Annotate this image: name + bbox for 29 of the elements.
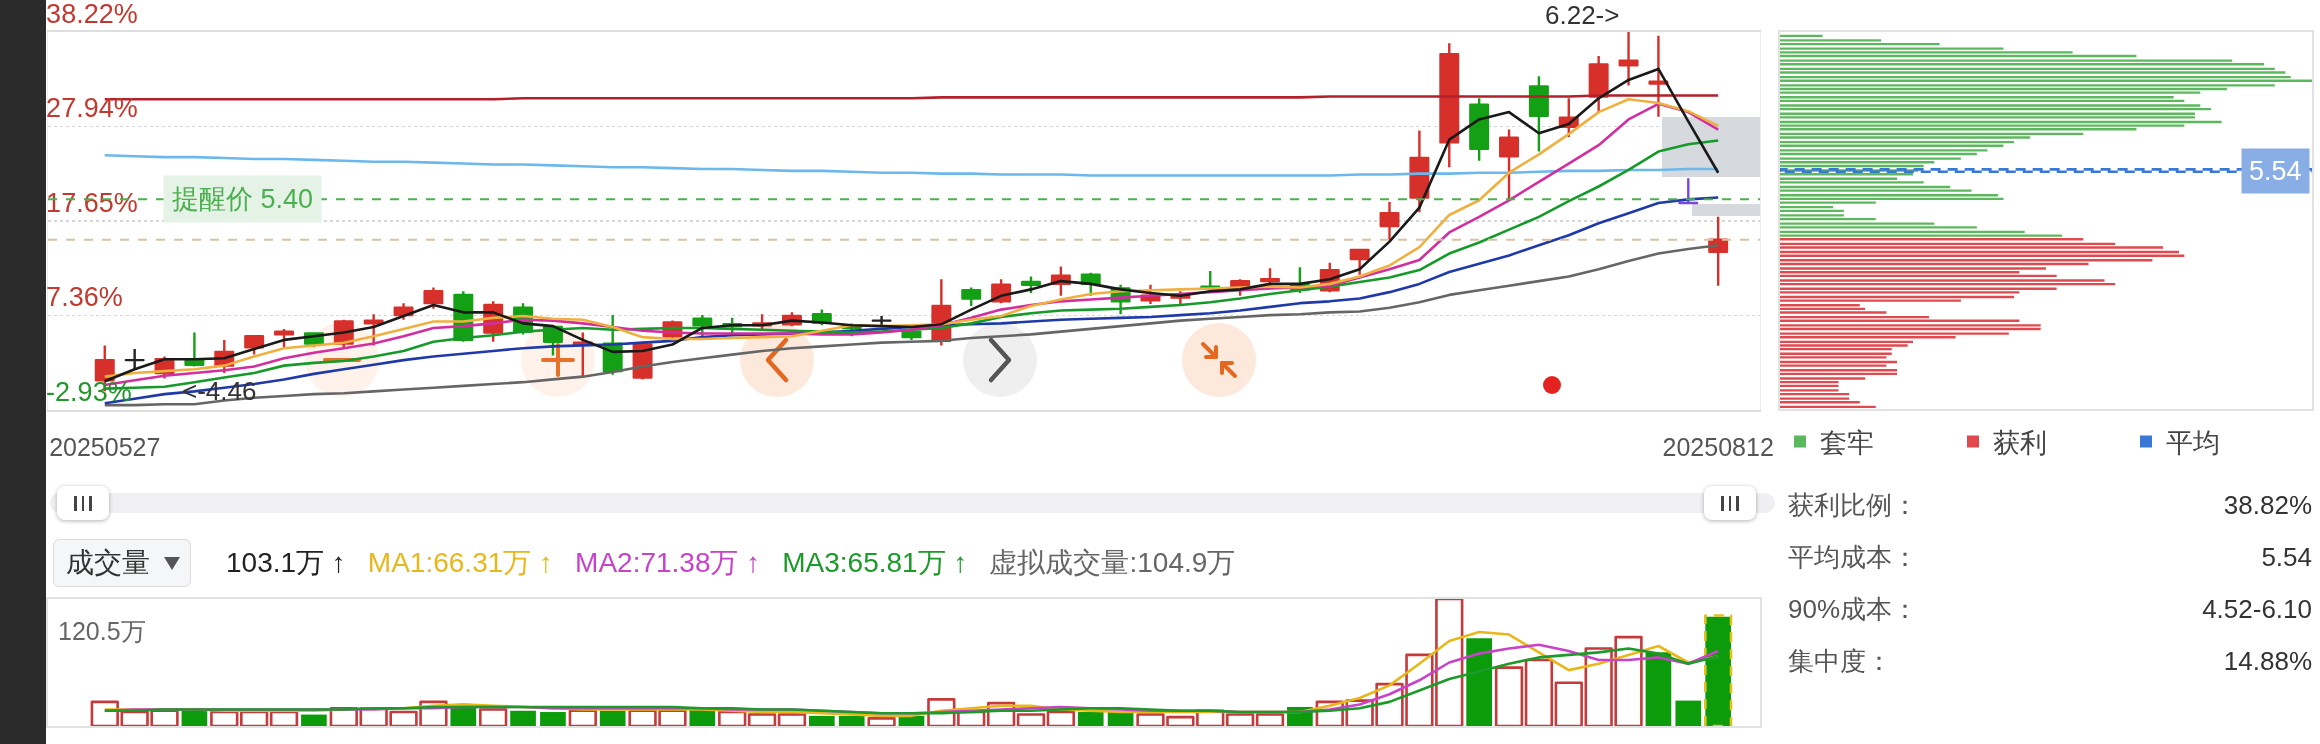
y-tick-label: -2.93%	[46, 376, 132, 407]
legend-label: 获利	[1993, 428, 2047, 459]
text: 6.22->	[1545, 0, 1620, 30]
x-tick-label: 20250812	[1662, 433, 1774, 461]
y-tick-label: 7.36%	[46, 282, 123, 313]
text: MA3:65.81万 ↑	[782, 546, 968, 580]
annotation: 5.54	[2249, 156, 2302, 186]
x-tick-label: 20250527	[49, 433, 161, 461]
text: MA1:66.31万 ↑	[367, 546, 554, 580]
text: 4.52-6.10	[2202, 593, 2312, 625]
legend-label: 平均	[2166, 428, 2220, 459]
text: 90%成本：	[1788, 592, 1919, 626]
ref-line-label: 提醒价 5.40	[172, 184, 314, 214]
text: 集中度：	[1788, 644, 1892, 678]
text: 5.54	[2261, 541, 2312, 573]
text: 14.88%	[2223, 645, 2312, 677]
chart-title: 成交量	[66, 546, 150, 580]
annotation: 120.5万	[58, 617, 146, 645]
text: 虚拟成交量:104.9万	[989, 546, 1236, 580]
y-tick-label: 38.22%	[46, 0, 138, 29]
text: MA2:71.38万 ↑	[575, 546, 761, 580]
text: 38.82%	[2223, 489, 2312, 521]
dropdown: 成交量	[53, 539, 191, 587]
y-tick-label: 27.94%	[46, 92, 138, 123]
y-tick-label: 17.65%	[46, 187, 138, 218]
text: 平均成本：	[1788, 540, 1918, 574]
legend-label: 套牢	[1820, 428, 1874, 459]
text: 获利比例：	[1788, 488, 1918, 522]
text: 103.1万 ↑	[226, 546, 346, 580]
